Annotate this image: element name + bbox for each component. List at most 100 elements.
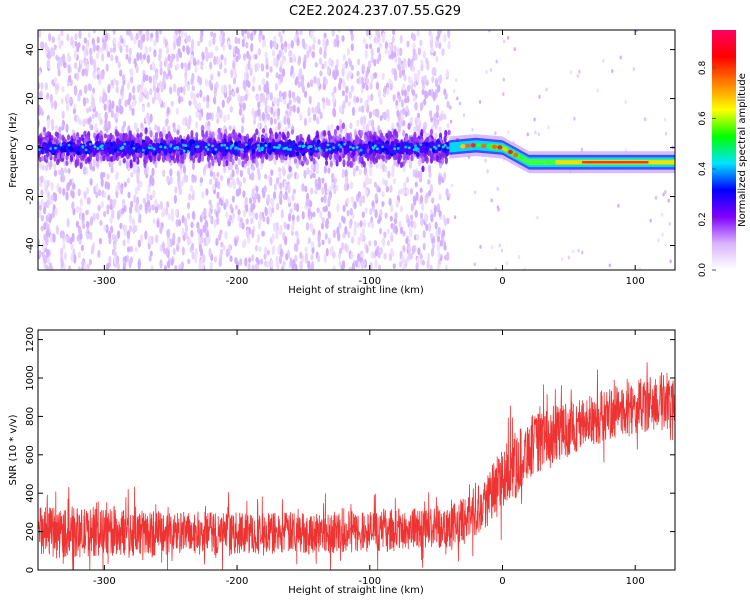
spectrogram-noise-cell xyxy=(68,74,72,83)
spectrogram-noise-cell xyxy=(221,85,225,95)
spectrogram-noise-cell xyxy=(538,94,541,99)
spectrogram-core-cell xyxy=(109,142,114,147)
spectrogram-noise-cell xyxy=(212,36,216,45)
spectrogram-noise-cell xyxy=(50,99,54,109)
spectrogram-noise-cell xyxy=(178,51,183,59)
spectrogram-noise-cell xyxy=(102,91,107,99)
spectrogram-noise-cell xyxy=(187,258,191,265)
spectrogram-noise-cell xyxy=(239,258,243,266)
spectrogram-band-cell xyxy=(76,139,80,146)
spectrogram-noise-cell xyxy=(417,117,421,125)
spectrogram-noise-cell xyxy=(428,189,432,197)
spectrogram-noise-cell xyxy=(94,111,98,118)
spectrogram-noise-cell xyxy=(197,40,201,47)
spectrogram-noise-cell xyxy=(162,169,166,178)
spectrogram-noise-cell xyxy=(420,64,424,72)
spectrogram-noise-cell xyxy=(72,108,76,115)
spectrogram-band-cell xyxy=(74,159,78,168)
spectrogram-noise-cell xyxy=(77,188,81,197)
spectrogram-noise-cell xyxy=(341,90,346,97)
spectrogram-noise-cell xyxy=(240,125,245,134)
spectrogram-noise-cell xyxy=(159,60,163,68)
spectrogram-noise-cell xyxy=(273,223,277,233)
spectrogram-noise-cell xyxy=(134,203,138,213)
spectrogram-noise-cell xyxy=(231,212,236,220)
spectrogram-noise-cell xyxy=(391,35,395,44)
spectrogram-noise-cell xyxy=(124,224,128,233)
spectrogram-noise-cell xyxy=(361,227,365,236)
spectrogram-noise-cell xyxy=(89,47,93,57)
spectrogram-noise-cell xyxy=(435,39,439,49)
spectrogram-noise-cell xyxy=(291,224,295,233)
spectrogram-band-cell xyxy=(56,158,60,166)
spectrogram-noise-cell xyxy=(278,49,282,58)
spectrogram-noise-cell xyxy=(54,207,58,216)
spectrogram-noise-cell xyxy=(75,72,80,81)
spectrogram-noise-cell xyxy=(158,30,163,35)
spectrogram-noise-cell xyxy=(387,170,391,179)
spectrogram-noise-cell xyxy=(287,184,291,194)
spectrogram-noise-cell xyxy=(283,116,287,126)
spectrogram-noise-cell xyxy=(125,160,129,170)
spectrogram-noise-cell xyxy=(311,51,315,58)
spectrogram-core-cell xyxy=(92,150,97,156)
spectrogram-noise-cell xyxy=(226,177,231,184)
spectrogram-noise-cell xyxy=(61,124,65,131)
spectrogram-noise-cell xyxy=(134,246,138,253)
spectrogram-band-cell xyxy=(260,157,264,164)
spectrogram-noise-cell xyxy=(198,244,202,253)
spectrogram-noise-cell xyxy=(399,205,404,213)
spectrogram-noise-cell xyxy=(152,189,156,199)
spectrogram-noise-cell xyxy=(402,244,406,253)
spectrogram-noise-cell xyxy=(184,116,188,127)
spectrogram-band-cell xyxy=(211,158,215,167)
spectrogram-noise-cell xyxy=(392,263,396,269)
spectrogram-noise-cell xyxy=(196,59,200,66)
spectrogram-noise-cell xyxy=(155,92,159,100)
spectrogram-noise-cell xyxy=(374,209,378,219)
spectrogram-noise-cell xyxy=(370,221,375,229)
spectrogram-noise-cell xyxy=(360,260,365,270)
spectrogram-noise-cell xyxy=(38,109,41,116)
spectrogram-noise-cell xyxy=(260,63,264,70)
spectrogram-noise-cell xyxy=(388,252,393,262)
spectrogram-noise-cell xyxy=(49,262,53,270)
spectrogram-noise-cell xyxy=(115,184,119,192)
spectrogram-noise-cell xyxy=(269,39,273,50)
spectrogram-noise-cell xyxy=(391,171,395,178)
spectrogram-noise-cell xyxy=(384,165,388,173)
spectrogram-noise-cell xyxy=(89,58,94,66)
spectrogram-noise-cell xyxy=(209,170,213,177)
spectrogram-band-cell xyxy=(286,131,290,139)
spectrogram-noise-cell xyxy=(340,264,344,270)
spectrogram-noise-cell xyxy=(41,164,45,171)
spectrogram-noise-cell xyxy=(81,68,85,77)
spectrogram-noise-cell xyxy=(206,51,210,59)
spectrogram-noise-cell xyxy=(444,264,448,270)
spectrogram-noise-cell xyxy=(70,243,74,251)
spectrogram-noise-cell xyxy=(234,163,238,170)
spectrogram-noise-cell xyxy=(149,250,153,257)
spectrogram-noise-cell xyxy=(125,44,129,54)
spectrogram-noise-cell xyxy=(279,66,283,73)
spectrogram-noise-cell xyxy=(120,88,124,96)
spectrogram-noise-cell xyxy=(209,61,213,70)
spectrogram-noise-cell xyxy=(144,45,148,56)
spectrogram-noise-cell xyxy=(429,40,434,49)
spectrogram-noise-cell xyxy=(350,43,354,52)
spectrogram-noise-cell xyxy=(345,85,349,94)
spectrogram-noise-cell xyxy=(245,41,249,49)
spectrogram-noise-cell xyxy=(47,257,51,265)
spectrogram-noise-cell xyxy=(366,77,370,85)
spectrogram-band-cell xyxy=(398,153,402,160)
spectrogram-band-cell xyxy=(245,155,249,162)
spectrogram-band-cell xyxy=(255,128,259,136)
spectrogram-noise-cell xyxy=(413,220,417,230)
spectrogram-band-cell xyxy=(243,136,247,142)
spectrogram-noise-cell xyxy=(305,221,310,231)
spectrogram-noise-cell xyxy=(414,170,418,179)
spectrogram-noise-cell xyxy=(134,123,138,130)
spectrogram-noise-cell xyxy=(280,209,284,219)
spectrogram-noise-cell xyxy=(250,203,254,213)
spectrogram-noise-cell xyxy=(155,70,159,81)
